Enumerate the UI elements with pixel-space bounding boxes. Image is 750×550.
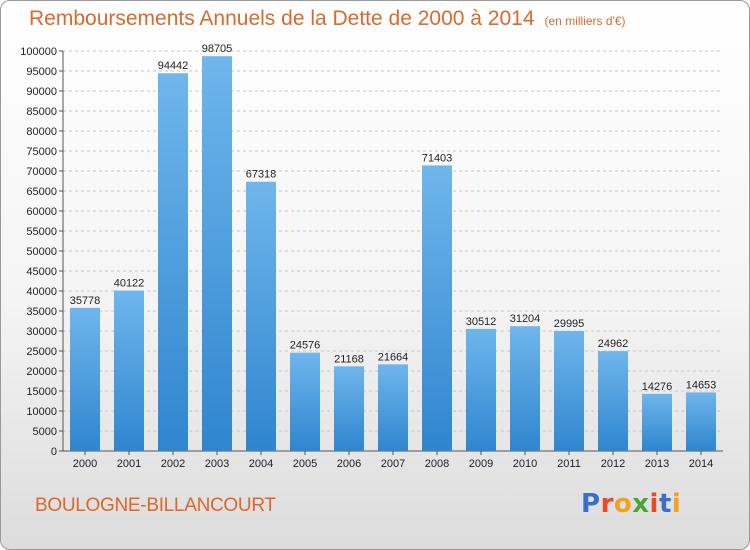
data-label: 24962 <box>598 338 629 350</box>
bar-2008 <box>422 165 452 451</box>
y-tick-label: 60000 <box>26 206 57 218</box>
x-tick-label: 2004 <box>249 458 273 470</box>
proxiti-logo: Proxiti <box>581 489 681 519</box>
data-label: 24576 <box>290 340 321 352</box>
y-tick-label: 55000 <box>26 226 57 238</box>
x-tick-label: 2009 <box>469 458 493 470</box>
chart-title-text: Remboursements Annuels de la Dette de 20… <box>29 7 535 30</box>
logo-letter: t <box>658 489 672 519</box>
x-tick-label: 2014 <box>689 458 713 470</box>
data-label: 29995 <box>554 318 585 330</box>
data-labels: 35778 40122 94442 98705 67318 24576 21168 21664… <box>70 43 717 393</box>
city-name: BOULOGNE-BILLANCOURT <box>35 495 276 516</box>
bar-2006 <box>334 366 364 451</box>
y-tick-label: 5000 <box>33 426 57 438</box>
bar-2003 <box>202 56 232 452</box>
logo-letter: x <box>632 489 650 519</box>
bars <box>70 56 716 452</box>
y-tick-label: 100000 <box>20 46 57 58</box>
y-tick-label: 10000 <box>26 406 57 418</box>
y-tick-label: 0 <box>51 446 57 458</box>
logo-letter: i <box>649 489 659 519</box>
data-label: 14276 <box>642 381 673 393</box>
y-tick-label: 30000 <box>26 326 57 338</box>
data-label: 40122 <box>114 278 145 290</box>
logo-letter: r <box>600 489 614 519</box>
y-tick-label: 90000 <box>26 86 57 98</box>
y-tick-labels: 0 5000 10000 15000 20000 25000 30000 35000 40000… <box>20 46 57 458</box>
y-tick-label: 45000 <box>26 266 57 278</box>
logo-letter: i <box>671 489 682 519</box>
y-tick-label: 20000 <box>26 366 57 378</box>
y-tick-label: 15000 <box>26 386 57 398</box>
x-tick-labels: 2000 2001 2002 2003 2004 2005 2006 2007 2008 2009… <box>73 458 713 470</box>
x-tick-label: 2008 <box>425 458 449 470</box>
data-label: 94442 <box>158 60 189 72</box>
x-tick-label: 2000 <box>73 458 97 470</box>
y-tick-label: 85000 <box>26 106 57 118</box>
data-label: 14653 <box>686 379 717 391</box>
x-tick-label: 2002 <box>161 458 185 470</box>
bar-2002 <box>158 73 188 452</box>
y-tick-label: 95000 <box>26 66 57 78</box>
y-tick-label: 50000 <box>26 246 57 258</box>
x-tick-label: 2003 <box>205 458 229 470</box>
logo-letter: P <box>581 489 601 519</box>
x-tick-label: 2005 <box>293 458 317 470</box>
chart-subtitle: (en milliers d'€) <box>544 14 626 28</box>
bar-2000 <box>70 307 100 451</box>
x-tick-label: 2011 <box>557 458 581 470</box>
chart-title: Remboursements Annuels de la Dette de 20… <box>29 7 626 31</box>
bar-2012 <box>598 351 628 451</box>
x-tick-label: 2012 <box>601 458 625 470</box>
bar-2005 <box>290 352 320 451</box>
x-tick-label: 2010 <box>513 458 537 470</box>
data-label: 98705 <box>202 43 233 55</box>
x-tick-label: 2006 <box>337 458 361 470</box>
data-label: 31204 <box>510 313 541 325</box>
x-tick-label: 2001 <box>117 458 141 470</box>
data-label: 21664 <box>378 351 409 363</box>
bar-2007 <box>378 364 408 451</box>
data-label: 67318 <box>246 169 277 181</box>
y-tick-label: 25000 <box>26 346 57 358</box>
y-tick-label: 75000 <box>26 146 57 158</box>
data-label: 71403 <box>422 152 453 164</box>
y-tick-label: 65000 <box>26 186 57 198</box>
bar-2001 <box>114 290 144 451</box>
data-label: 21168 <box>334 353 364 365</box>
y-tick-label: 35000 <box>26 306 57 318</box>
bar-2004 <box>246 181 276 451</box>
logo-letter: o <box>613 489 633 519</box>
y-tick-label: 70000 <box>26 166 57 178</box>
bar-2013 <box>642 393 672 451</box>
data-label: 30512 <box>466 316 497 328</box>
bar-2014 <box>686 392 716 451</box>
y-tick-label: 40000 <box>26 286 57 298</box>
bar-2010 <box>510 326 540 451</box>
x-tick-label: 2007 <box>381 458 405 470</box>
y-tick-label: 80000 <box>26 126 57 138</box>
data-label: 35778 <box>70 295 101 307</box>
bar-2009 <box>466 328 496 451</box>
bar-2011 <box>554 331 584 451</box>
x-tick-label: 2013 <box>645 458 669 470</box>
